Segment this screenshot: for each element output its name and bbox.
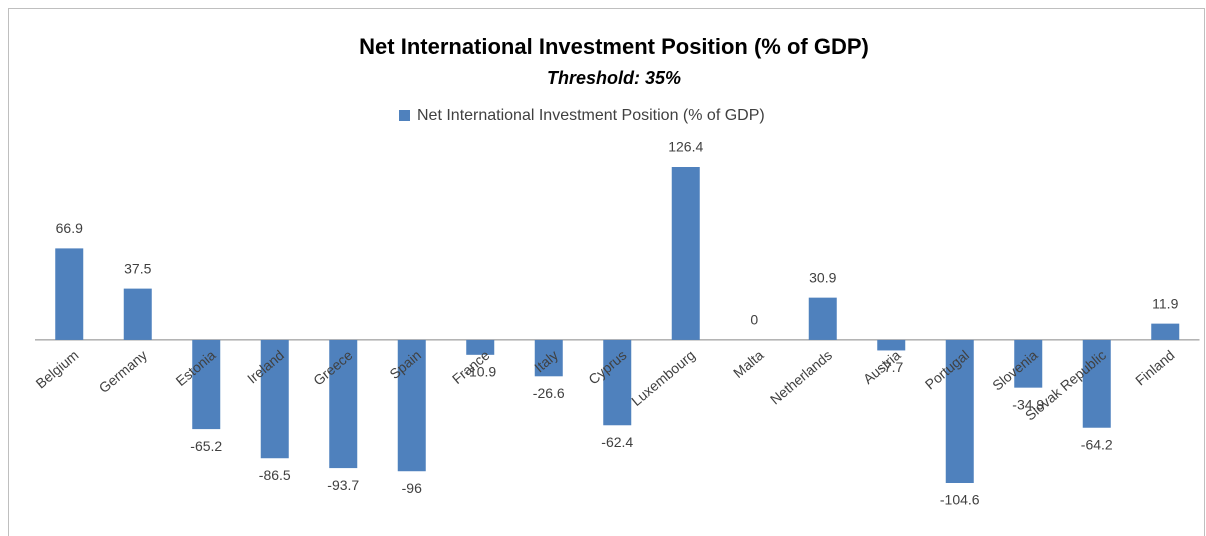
legend-swatch bbox=[399, 110, 410, 121]
data-label: -104.6 bbox=[940, 492, 980, 508]
bar bbox=[397, 339, 426, 472]
bar bbox=[123, 288, 152, 340]
bar bbox=[260, 339, 289, 459]
chart-title: Net International Investment Position (%… bbox=[359, 34, 869, 59]
data-label: -10.9 bbox=[464, 364, 496, 380]
bar bbox=[603, 339, 632, 426]
chart-frame bbox=[8, 8, 1205, 536]
data-label: 0 bbox=[750, 312, 758, 328]
data-label: 11.9 bbox=[1152, 295, 1178, 311]
bar bbox=[945, 339, 974, 483]
data-label: 126.4 bbox=[668, 139, 703, 155]
data-label: 30.9 bbox=[809, 269, 836, 285]
data-label: -26.6 bbox=[533, 385, 565, 401]
chart-subtitle: Threshold: 35% bbox=[547, 68, 681, 88]
legend-label: Net International Investment Position (%… bbox=[417, 107, 765, 124]
bar bbox=[466, 339, 495, 355]
data-label: 66.9 bbox=[56, 220, 83, 236]
bar bbox=[808, 297, 837, 340]
bar bbox=[877, 339, 906, 351]
data-label: -34.9 bbox=[1012, 396, 1044, 412]
data-label: -7.7 bbox=[879, 359, 903, 375]
bar bbox=[534, 339, 563, 377]
bar bbox=[1082, 339, 1111, 428]
data-label: -62.4 bbox=[601, 434, 633, 450]
bar bbox=[1151, 323, 1180, 340]
bar bbox=[192, 339, 221, 430]
data-label: -86.5 bbox=[259, 467, 291, 483]
bar bbox=[1014, 339, 1043, 388]
bar bbox=[671, 167, 700, 340]
bar bbox=[329, 339, 358, 469]
data-label: -96 bbox=[402, 480, 422, 496]
bar bbox=[55, 248, 84, 340]
data-label: 37.5 bbox=[124, 260, 151, 276]
data-label: -64.2 bbox=[1081, 436, 1113, 452]
data-label: -65.2 bbox=[190, 438, 222, 454]
data-label: -93.7 bbox=[327, 477, 359, 493]
